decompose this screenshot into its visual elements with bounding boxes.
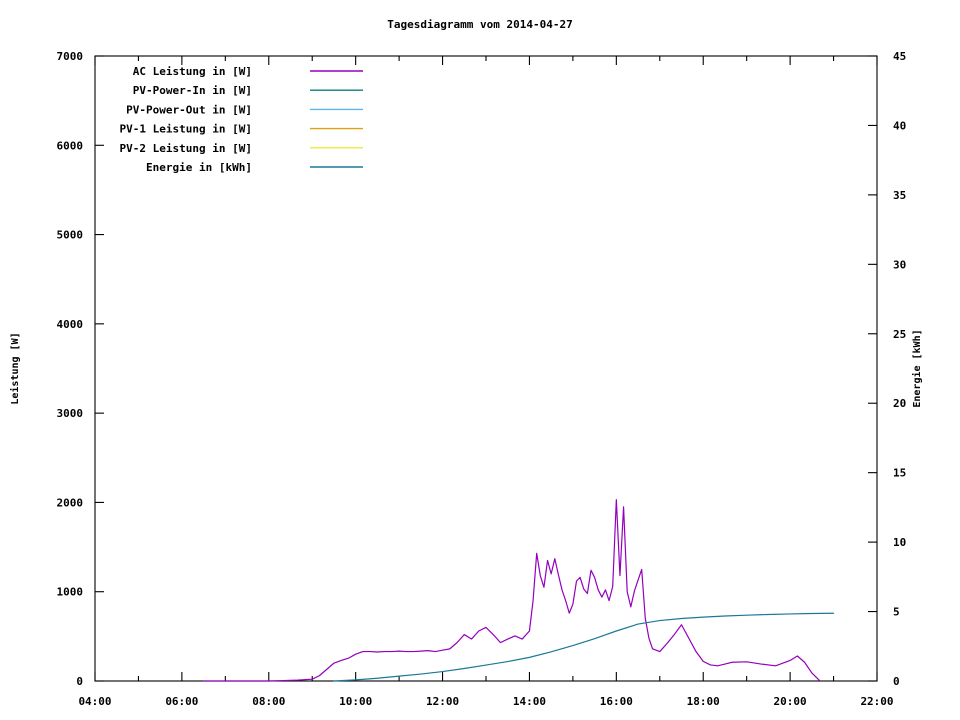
chart-title: Tagesdiagramm vom 2014-04-27 bbox=[387, 18, 573, 31]
legend-label: PV-1 Leistung in [W] bbox=[120, 123, 252, 136]
y2-tick-label: 45 bbox=[893, 50, 906, 63]
y-tick-label: 4000 bbox=[57, 318, 84, 331]
y-tick-label: 7000 bbox=[57, 50, 84, 63]
legend-label: PV-2 Leistung in [W] bbox=[120, 142, 252, 155]
legend-label: PV-Power-Out in [W] bbox=[126, 103, 252, 116]
y-tick-label: 6000 bbox=[57, 139, 84, 152]
x-tick-label: 18:00 bbox=[687, 695, 720, 708]
y2-tick-label: 10 bbox=[893, 536, 906, 549]
x-tick-label: 12:00 bbox=[426, 695, 459, 708]
x-tick-label: 10:00 bbox=[339, 695, 372, 708]
x-tick-label: 06:00 bbox=[165, 695, 198, 708]
x-tick-label: 22:00 bbox=[860, 695, 893, 708]
series-line bbox=[333, 612, 835, 682]
y-tick-label: 1000 bbox=[57, 586, 84, 599]
legend-label: PV-Power-In in [W] bbox=[133, 84, 252, 97]
y-axis-label: Leistung [W] bbox=[9, 332, 21, 404]
series-line bbox=[203, 499, 820, 682]
x-tick-label: 20:00 bbox=[774, 695, 807, 708]
x-tick-label: 14:00 bbox=[513, 695, 546, 708]
y2-tick-label: 5 bbox=[893, 606, 900, 619]
legend-label: AC Leistung in [W] bbox=[133, 65, 252, 78]
y2-tick-label: 30 bbox=[893, 258, 906, 271]
y2-tick-label: 25 bbox=[893, 328, 906, 341]
legend-label: Energie in [kWh] bbox=[146, 161, 252, 174]
y-tick-label: 3000 bbox=[57, 407, 84, 420]
y2-tick-label: 20 bbox=[893, 397, 906, 410]
y-tick-label: 5000 bbox=[57, 229, 84, 242]
x-tick-label: 16:00 bbox=[600, 695, 633, 708]
y2-tick-label: 35 bbox=[893, 189, 906, 202]
y-tick-label: 0 bbox=[76, 675, 83, 688]
y2-tick-label: 15 bbox=[893, 467, 906, 480]
x-tick-label: 04:00 bbox=[78, 695, 111, 708]
y2-tick-label: 0 bbox=[893, 675, 900, 688]
y2-tick-label: 40 bbox=[893, 119, 906, 132]
y-tick-label: 2000 bbox=[57, 496, 84, 509]
x-tick-label: 08:00 bbox=[252, 695, 285, 708]
y2-axis-label: Energie [kWh] bbox=[911, 329, 923, 407]
